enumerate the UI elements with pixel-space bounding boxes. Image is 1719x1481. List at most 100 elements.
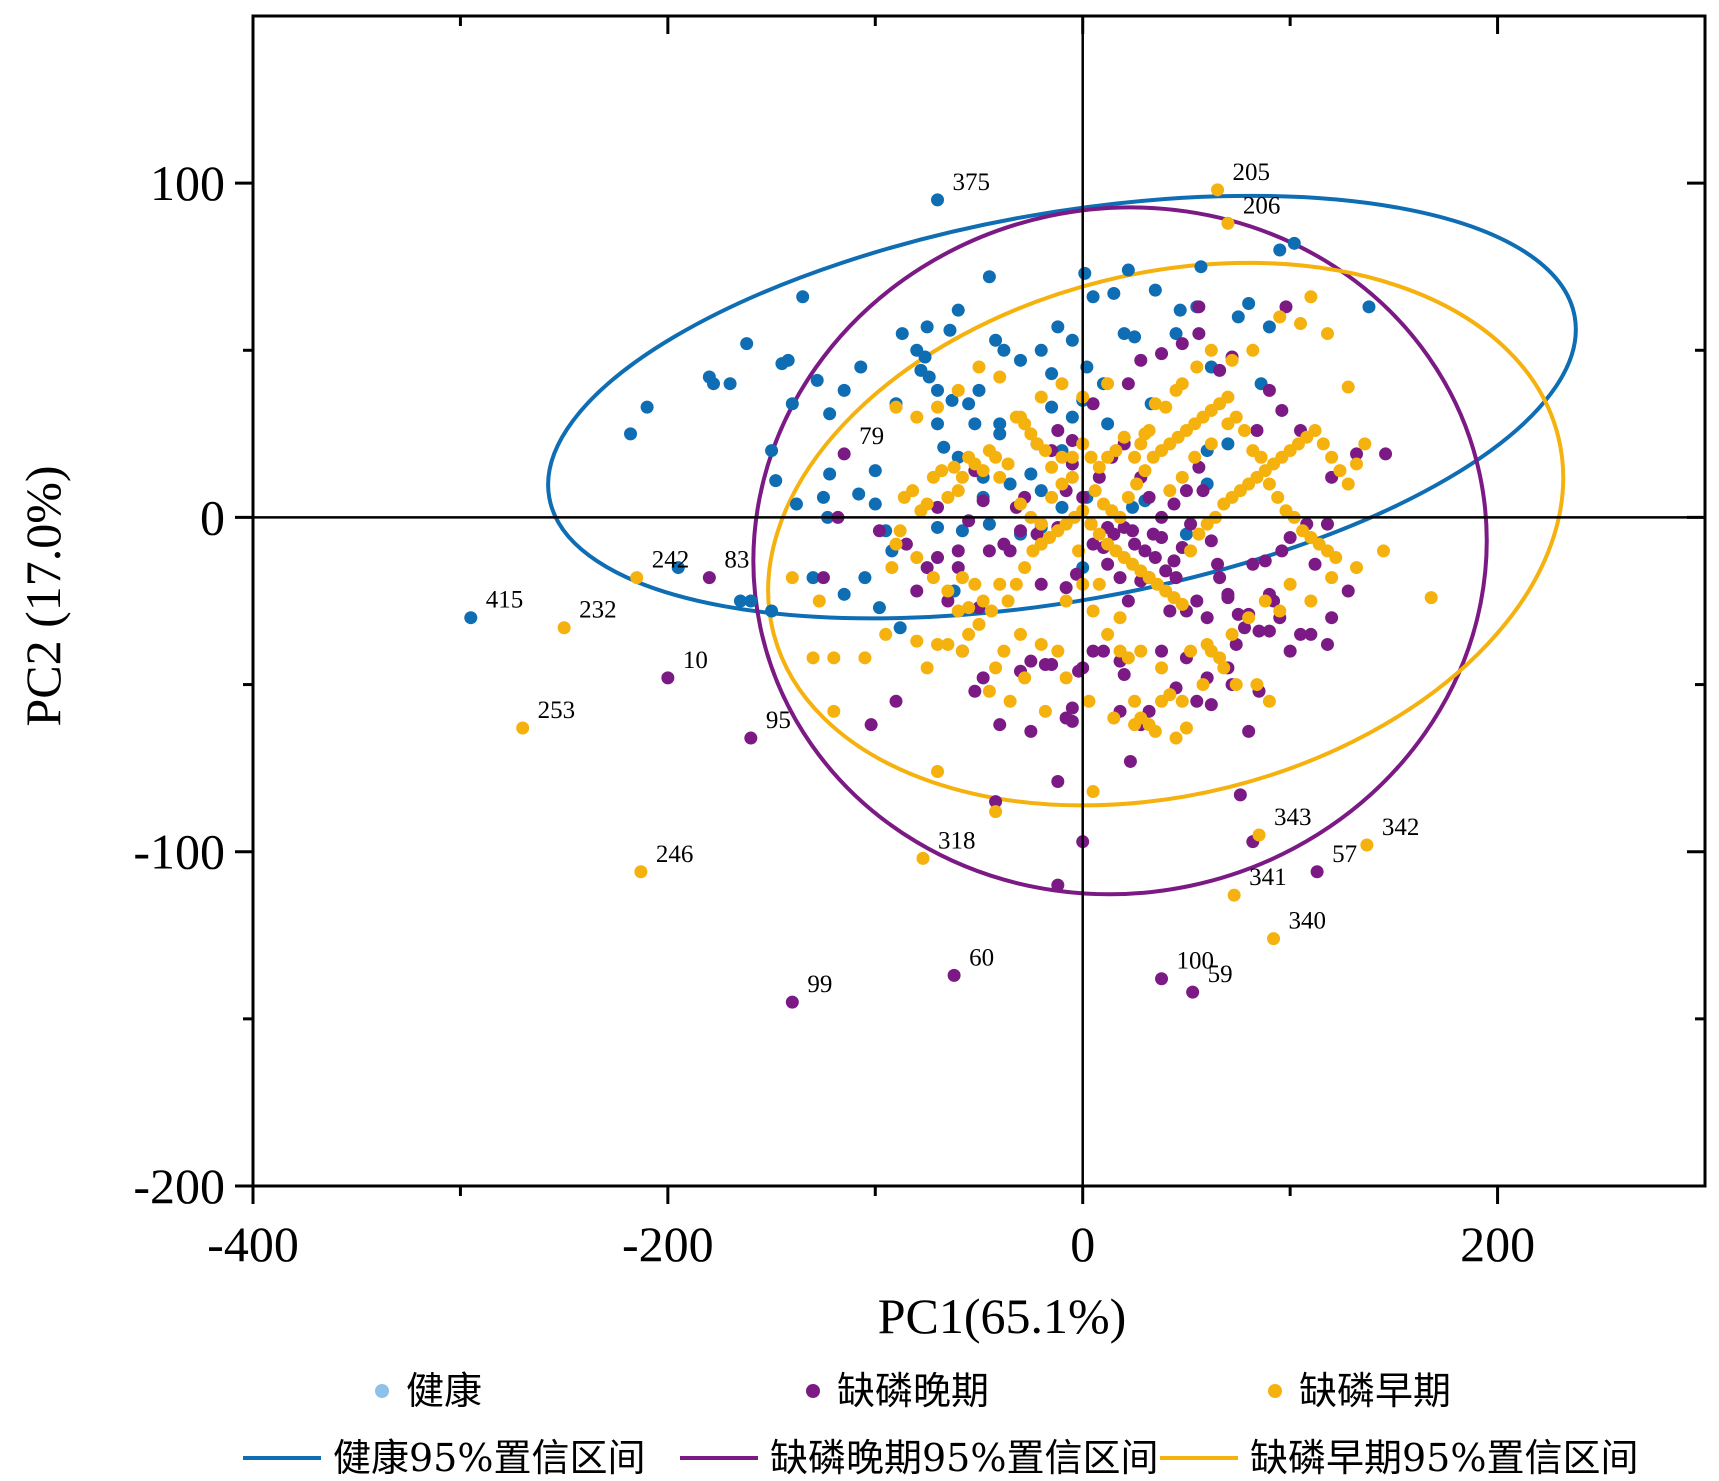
point-healthy — [962, 397, 976, 411]
point-late — [1184, 517, 1198, 531]
point-healthy — [1003, 477, 1017, 491]
point-early — [1001, 594, 1015, 608]
point-late — [1148, 551, 1162, 565]
point-early — [1034, 390, 1048, 404]
point-early — [1142, 424, 1156, 438]
point-label: 205 — [1233, 159, 1271, 186]
point-late — [976, 494, 990, 508]
point-early — [827, 704, 841, 718]
point-early — [1148, 724, 1162, 738]
point-healthy — [1242, 296, 1256, 310]
point-early — [1229, 678, 1243, 692]
point-healthy — [1287, 236, 1301, 250]
point-early — [982, 684, 996, 698]
point-early — [1213, 651, 1227, 665]
point-late — [1350, 447, 1364, 461]
point-early — [1086, 604, 1100, 618]
point-early — [997, 644, 1011, 658]
point-early — [1200, 637, 1214, 651]
point-early — [1055, 377, 1069, 391]
point-label: 415 — [486, 587, 524, 614]
point-healthy — [781, 353, 795, 367]
point-late — [702, 571, 716, 585]
point-healthy — [931, 383, 945, 397]
point-early — [879, 627, 893, 641]
point-late — [1213, 571, 1227, 585]
point-label: 343 — [1274, 804, 1312, 831]
point-late — [941, 594, 955, 608]
point-early — [993, 370, 1007, 384]
point-label: 341 — [1249, 864, 1287, 891]
point-early — [1341, 477, 1355, 491]
point-late — [1146, 527, 1160, 541]
point-healthy — [989, 333, 1003, 347]
point-late — [947, 968, 961, 982]
point-early — [885, 561, 899, 575]
point-early — [993, 470, 1007, 484]
point-early — [1258, 594, 1272, 608]
point-healthy — [982, 270, 996, 284]
point-early — [1188, 450, 1202, 464]
point-label: 99 — [807, 971, 832, 998]
legend-marker-late — [806, 1384, 820, 1398]
point-early — [1051, 644, 1065, 658]
legend-marker-early — [1268, 1384, 1282, 1398]
point-early — [972, 360, 986, 374]
x-tick-label: -200 — [622, 1216, 714, 1272]
point-late — [1155, 972, 1169, 986]
point-early — [1128, 718, 1142, 732]
point-late — [1113, 571, 1127, 585]
point-early — [889, 400, 903, 414]
point-early — [1320, 327, 1334, 341]
point-late — [1086, 397, 1100, 411]
point-early — [812, 594, 826, 608]
point-late — [1101, 557, 1115, 571]
point-early — [926, 571, 940, 585]
point-early — [1175, 470, 1189, 484]
point-late — [1283, 644, 1297, 658]
point-early — [931, 764, 945, 778]
legend-marker-healthy — [375, 1384, 389, 1398]
point-healthy — [895, 327, 909, 341]
point-late — [989, 795, 1003, 809]
point-label: 60 — [969, 944, 994, 971]
point-early — [951, 604, 965, 618]
point-label: 232 — [579, 597, 617, 624]
point-healthy — [723, 377, 737, 391]
point-healthy — [796, 290, 810, 304]
point-early — [1424, 591, 1438, 605]
point-late — [1310, 865, 1324, 879]
point-late — [1125, 524, 1139, 538]
point-late — [1175, 337, 1189, 351]
point-late — [1123, 754, 1137, 768]
point-late — [1211, 557, 1225, 571]
point-early — [889, 537, 903, 551]
point-early — [1045, 460, 1059, 474]
point-healthy — [852, 487, 866, 501]
point-healthy — [1086, 290, 1100, 304]
point-early — [1358, 437, 1372, 451]
point-early — [1038, 704, 1052, 718]
y-tick-label: 0 — [200, 489, 225, 545]
point-early — [941, 637, 955, 651]
point-late — [1086, 537, 1100, 551]
point-early — [1283, 577, 1297, 591]
point-late — [1283, 530, 1297, 544]
point-late — [1121, 594, 1135, 608]
point-late — [1092, 470, 1106, 484]
point-healthy — [1013, 353, 1027, 367]
point-healthy — [951, 303, 965, 317]
point-healthy — [1179, 527, 1193, 541]
point-early — [634, 865, 648, 879]
point-late — [1190, 594, 1204, 608]
point-early — [982, 444, 996, 458]
point-late — [744, 731, 758, 745]
point-early — [1034, 517, 1048, 531]
point-late — [1167, 554, 1181, 568]
point-late — [864, 718, 878, 732]
point-late — [1167, 497, 1181, 511]
point-healthy — [858, 571, 872, 585]
point-late — [920, 561, 934, 575]
